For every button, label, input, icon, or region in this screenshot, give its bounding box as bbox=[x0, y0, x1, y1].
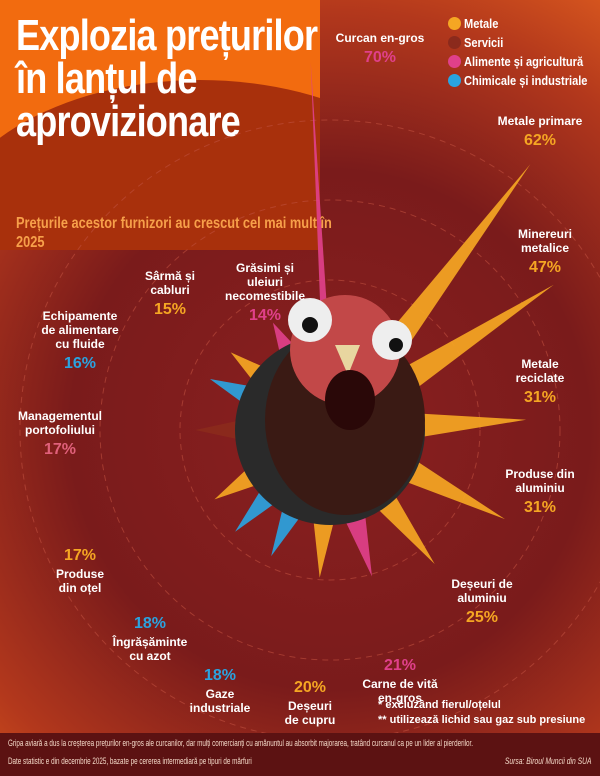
category-label-group: Carne de vită en-gros 21% bbox=[362, 657, 438, 705]
footer-date-note: Date statistic e din decembrie 2025, baz… bbox=[8, 756, 252, 766]
value-label: 21% bbox=[384, 657, 416, 674]
footnotes: * excluzând fierul/oțelul ** utilizează … bbox=[378, 698, 585, 728]
legend-swatch bbox=[448, 55, 461, 68]
value-label: 18% bbox=[134, 615, 166, 632]
value-label: 20% bbox=[294, 679, 326, 696]
value-label: 17% bbox=[44, 441, 76, 458]
source: Sursa: Biroul Muncii din SUA bbox=[505, 756, 592, 766]
category-label-group: Deșeuri de cupru 20% bbox=[285, 679, 336, 727]
value-label: 31% bbox=[524, 499, 556, 516]
legend-label: Servicii bbox=[464, 35, 504, 50]
spike-bar bbox=[310, 62, 331, 361]
legend-item: Metale bbox=[448, 14, 600, 33]
category-label: Deșeuri de aluminiu bbox=[451, 577, 513, 605]
spike-bar bbox=[399, 412, 527, 441]
legend-label: Metale bbox=[464, 16, 499, 31]
legend-item: Alimente și agricultură bbox=[448, 52, 600, 71]
turkey-pupil-left bbox=[302, 317, 318, 333]
page-title: Explozia prețurilor în lanțul de aproviz… bbox=[16, 11, 318, 146]
footer-text: Gripa aviară a dus la creșterea prețuril… bbox=[8, 738, 474, 748]
category-label-group: Deșeuri de aluminiu 25% bbox=[451, 577, 513, 626]
category-label: Sârmă și cabluri bbox=[145, 269, 195, 297]
spike-bar bbox=[381, 284, 554, 404]
category-label-group: Metale reciclate 31% bbox=[516, 357, 565, 406]
category-label: Produse din aluminiu bbox=[505, 467, 574, 495]
value-label: 31% bbox=[524, 389, 556, 406]
category-label: Deșeuri de cupru bbox=[285, 699, 336, 727]
category-label: Minereuri metalice bbox=[518, 227, 572, 255]
subtitle: Prețurile acestor furnizori au crescut c… bbox=[16, 215, 332, 251]
category-label-group: Curcan en-gros 70% bbox=[336, 31, 425, 66]
category-label: Îngrășăminte cu azot bbox=[112, 634, 188, 663]
category-label-group: Grăsimi și uleiuri necomestibile 14% bbox=[225, 261, 305, 324]
category-label: Managementul portofoliului bbox=[18, 409, 102, 437]
legend-swatch bbox=[448, 36, 461, 49]
legend-item: Chimicale și industriale bbox=[448, 71, 600, 90]
category-label: Produse din oțel bbox=[56, 567, 104, 595]
turkey-pupil-right bbox=[389, 338, 403, 352]
category-label-group: Metale primare 62% bbox=[498, 114, 583, 149]
category-label: Metale reciclate bbox=[516, 357, 565, 385]
footer: Gripa aviară a dus la creșterea prețuril… bbox=[0, 733, 600, 776]
value-label: 47% bbox=[529, 259, 561, 276]
legend-swatch bbox=[448, 17, 461, 30]
value-label: 16% bbox=[64, 355, 96, 372]
category-label: Metale primare bbox=[498, 114, 583, 128]
grid-ring bbox=[179, 279, 481, 581]
category-label: Curcan en-gros bbox=[336, 31, 425, 45]
value-label: 62% bbox=[524, 132, 556, 149]
category-label-group: Gaze industriale 18% bbox=[190, 667, 251, 715]
category-label-group: Managementul portofoliului 17% bbox=[18, 409, 102, 458]
category-label-group: Produse din aluminiu 31% bbox=[505, 467, 574, 516]
category-label: Grăsimi și uleiuri necomestibile bbox=[225, 261, 305, 303]
footnote-2: ** utilizează lichid sau gaz sub presiun… bbox=[378, 714, 586, 726]
value-label: 17% bbox=[64, 547, 96, 564]
category-label-group: Sârmă și cabluri 15% bbox=[145, 269, 195, 318]
grid-ring bbox=[99, 199, 561, 661]
category-label-group: Produse din oțel 17% bbox=[56, 547, 104, 595]
footer-row: Date statistic e din decembrie 2025, baz… bbox=[8, 755, 592, 767]
turkey-mouth bbox=[325, 370, 375, 430]
value-label: 18% bbox=[204, 667, 236, 684]
turkey-illustration bbox=[235, 295, 425, 525]
value-label: 25% bbox=[466, 609, 498, 626]
value-label: 15% bbox=[154, 301, 186, 318]
title-shade bbox=[0, 80, 320, 250]
category-label-group: Minereuri metalice 47% bbox=[518, 227, 572, 276]
category-label: Carne de vită en-gros bbox=[362, 677, 438, 705]
value-label: 70% bbox=[364, 49, 396, 66]
category-label-group: Îngrășăminte cu azot 18% bbox=[112, 615, 188, 663]
legend: Metale Servicii Alimente și agricultură Chi… bbox=[448, 14, 600, 90]
turkey-beak bbox=[335, 345, 360, 375]
legend-label: Alimente și agricultură bbox=[464, 54, 584, 69]
legend-swatch bbox=[448, 74, 461, 87]
title-block: Explozia prețurilor în lanțul de aproviz… bbox=[0, 0, 320, 250]
legend-item: Servicii bbox=[448, 33, 600, 52]
legend-label: Chimicale și industriale bbox=[464, 73, 588, 88]
footnote-1: * excluzând fierul/oțelul bbox=[378, 699, 501, 711]
value-label: 14% bbox=[249, 307, 281, 324]
category-label: Echipamente de alimentare cu fluide bbox=[41, 309, 119, 351]
category-label-group: Echipamente de alimentare cu fluide 16% bbox=[41, 309, 119, 372]
category-label: Gaze industriale bbox=[190, 687, 251, 715]
